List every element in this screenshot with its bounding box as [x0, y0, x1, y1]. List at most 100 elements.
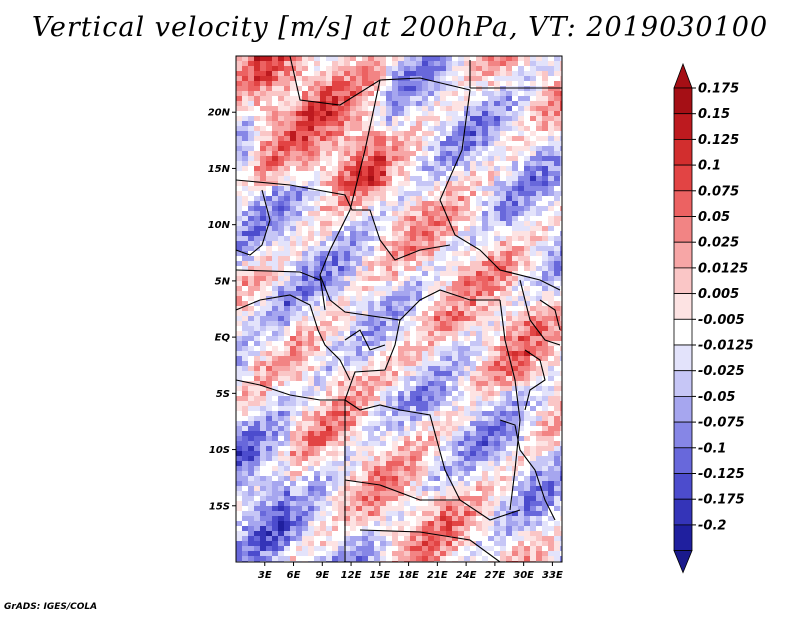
field-cell: [428, 356, 435, 362]
field-cell: [506, 466, 513, 472]
field-cell: [506, 186, 513, 192]
field-cell: [320, 311, 327, 317]
field-cell: [548, 111, 555, 117]
field-cell: [446, 361, 453, 367]
field-cell: [392, 171, 399, 177]
field-cell: [518, 436, 525, 442]
field-cell: [308, 411, 315, 417]
field-cell: [350, 286, 357, 292]
field-cell: [308, 301, 315, 307]
field-cell: [500, 191, 507, 197]
field-cell: [350, 91, 357, 97]
field-cell: [278, 61, 285, 67]
field-cell: [260, 241, 267, 247]
field-cell: [350, 266, 357, 272]
field-cell: [506, 401, 513, 407]
field-cell: [314, 56, 321, 62]
field-cell: [272, 416, 279, 422]
field-cell: [524, 206, 531, 212]
field-cell: [488, 281, 495, 287]
field-cell: [422, 361, 429, 367]
field-cell: [398, 126, 405, 132]
field-cell: [344, 66, 351, 72]
field-cell: [302, 331, 309, 337]
field-cell: [452, 316, 459, 322]
field-cell: [254, 181, 261, 187]
field-cell: [524, 416, 531, 422]
field-cell: [446, 251, 453, 257]
field-cell: [242, 276, 249, 282]
field-cell: [350, 176, 357, 182]
field-cell: [488, 76, 495, 82]
field-cell: [248, 316, 255, 322]
field-cell: [266, 146, 273, 152]
field-cell: [350, 376, 357, 382]
field-cell: [494, 126, 501, 132]
field-cell: [434, 451, 441, 457]
field-cell: [506, 396, 513, 402]
field-cell: [308, 316, 315, 322]
field-cell: [488, 361, 495, 367]
field-cell: [554, 411, 561, 417]
field-cell: [350, 471, 357, 477]
field-cell: [470, 426, 477, 432]
field-cell: [362, 456, 369, 462]
field-cell: [452, 221, 459, 227]
field-cell: [248, 356, 255, 362]
field-cell: [470, 466, 477, 472]
field-cell: [386, 336, 393, 342]
field-cell: [302, 261, 309, 267]
field-cell: [560, 326, 562, 332]
field-cell: [368, 231, 375, 237]
field-cell: [356, 421, 363, 427]
field-cell: [560, 121, 562, 127]
field-cell: [464, 431, 471, 437]
field-cell: [488, 396, 495, 402]
field-cell: [464, 501, 471, 507]
field-cell: [458, 156, 465, 162]
field-cell: [296, 481, 303, 487]
field-cell: [446, 451, 453, 457]
field-cell: [290, 116, 297, 122]
field-cell: [260, 356, 267, 362]
field-cell: [518, 431, 525, 437]
field-cell: [308, 266, 315, 272]
field-cell: [248, 126, 255, 132]
field-cell: [536, 306, 543, 312]
field-cell: [434, 396, 441, 402]
field-cell: [554, 446, 561, 452]
field-cell: [308, 81, 315, 87]
field-cell: [452, 306, 459, 312]
field-cell: [266, 141, 273, 147]
field-cell: [338, 331, 345, 337]
field-cell: [524, 166, 531, 172]
field-cell: [368, 146, 375, 152]
field-cell: [404, 361, 411, 367]
field-cell: [428, 476, 435, 482]
field-cell: [524, 121, 531, 127]
field-cell: [302, 416, 309, 422]
field-cell: [380, 201, 387, 207]
field-cell: [518, 186, 525, 192]
field-cell: [548, 321, 555, 327]
field-cell: [494, 216, 501, 222]
field-cell: [404, 156, 411, 162]
field-cell: [368, 141, 375, 147]
field-cell: [434, 266, 441, 272]
field-cell: [506, 216, 513, 222]
field-cell: [284, 151, 291, 157]
field-cell: [554, 321, 561, 327]
field-cell: [314, 296, 321, 302]
field-cell: [422, 216, 429, 222]
field-cell: [476, 451, 483, 457]
field-cell: [374, 376, 381, 382]
field-cell: [296, 371, 303, 377]
field-cell: [344, 61, 351, 67]
field-cell: [470, 351, 477, 357]
field-cell: [464, 486, 471, 492]
field-cell: [320, 231, 327, 237]
field-cell: [248, 366, 255, 372]
field-cell: [368, 106, 375, 112]
field-cell: [236, 366, 243, 372]
field-cell: [290, 251, 297, 257]
